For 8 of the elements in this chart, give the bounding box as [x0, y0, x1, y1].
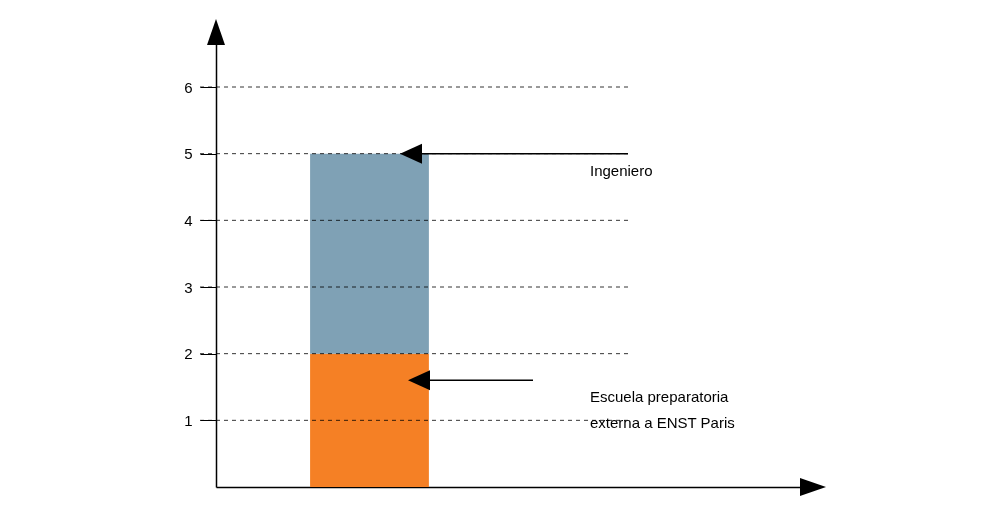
- y-tick-label: 5: [184, 145, 193, 163]
- text: Ingeniero: [590, 161, 653, 179]
- y-tick-label: 1: [184, 411, 193, 429]
- y-tick-label: 2: [184, 345, 193, 363]
- y-tick-label: 6: [184, 78, 193, 96]
- y-tick-label: 3: [184, 278, 193, 296]
- text: Escuela preparatoria externa a ENST Paris: [590, 388, 735, 432]
- y-tick-label: 4: [184, 211, 193, 229]
